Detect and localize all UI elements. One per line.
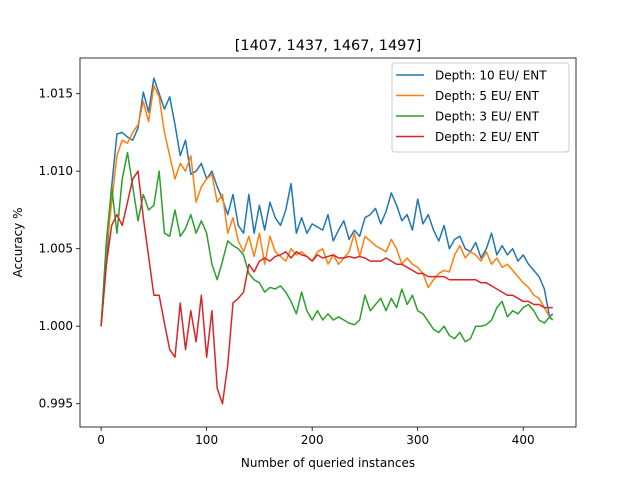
y-axis: 0.995 1.000 1.005 1.010 1.015 [39, 87, 80, 411]
series-line-3 [100, 151, 554, 343]
x-axis: 0 100 200 300 400 [97, 427, 535, 447]
series-line-4 [100, 170, 553, 405]
x-tick-label: 400 [512, 433, 535, 447]
y-tick-label: 1.000 [39, 319, 73, 333]
y-tick-label: 1.015 [39, 87, 73, 101]
y-tick-label: 0.995 [39, 397, 73, 411]
legend-label-2: Depth: 5 EU/ ENT [435, 89, 540, 103]
y-tick-label: 1.005 [39, 242, 73, 256]
legend-box [391, 62, 570, 153]
legend-label-4: Depth: 2 EU/ ENT [435, 130, 540, 144]
x-tick-label: 300 [406, 433, 429, 447]
x-tick-label: 0 [97, 433, 105, 447]
y-tick-label: 1.010 [39, 164, 73, 178]
plot-frame [79, 57, 577, 428]
series-line-1 [100, 77, 554, 327]
y-axis-label: Accuracy % [11, 207, 25, 277]
legend-label-1: Depth: 10 EU/ ENT [435, 69, 547, 83]
x-tick-label: 100 [195, 433, 218, 447]
legend-label-3: Depth: 3 EU/ ENT [435, 110, 540, 124]
chart-title: [1407, 1437, 1467, 1497] [235, 38, 422, 54]
legend: Depth: 10 EU/ ENT Depth: 5 EU/ ENT Depth: … [391, 62, 570, 153]
series-line-2 [100, 85, 554, 327]
plot-lines [100, 77, 554, 405]
x-axis-label: Number of queried instances [241, 456, 415, 470]
x-tick-label: 200 [301, 433, 324, 447]
